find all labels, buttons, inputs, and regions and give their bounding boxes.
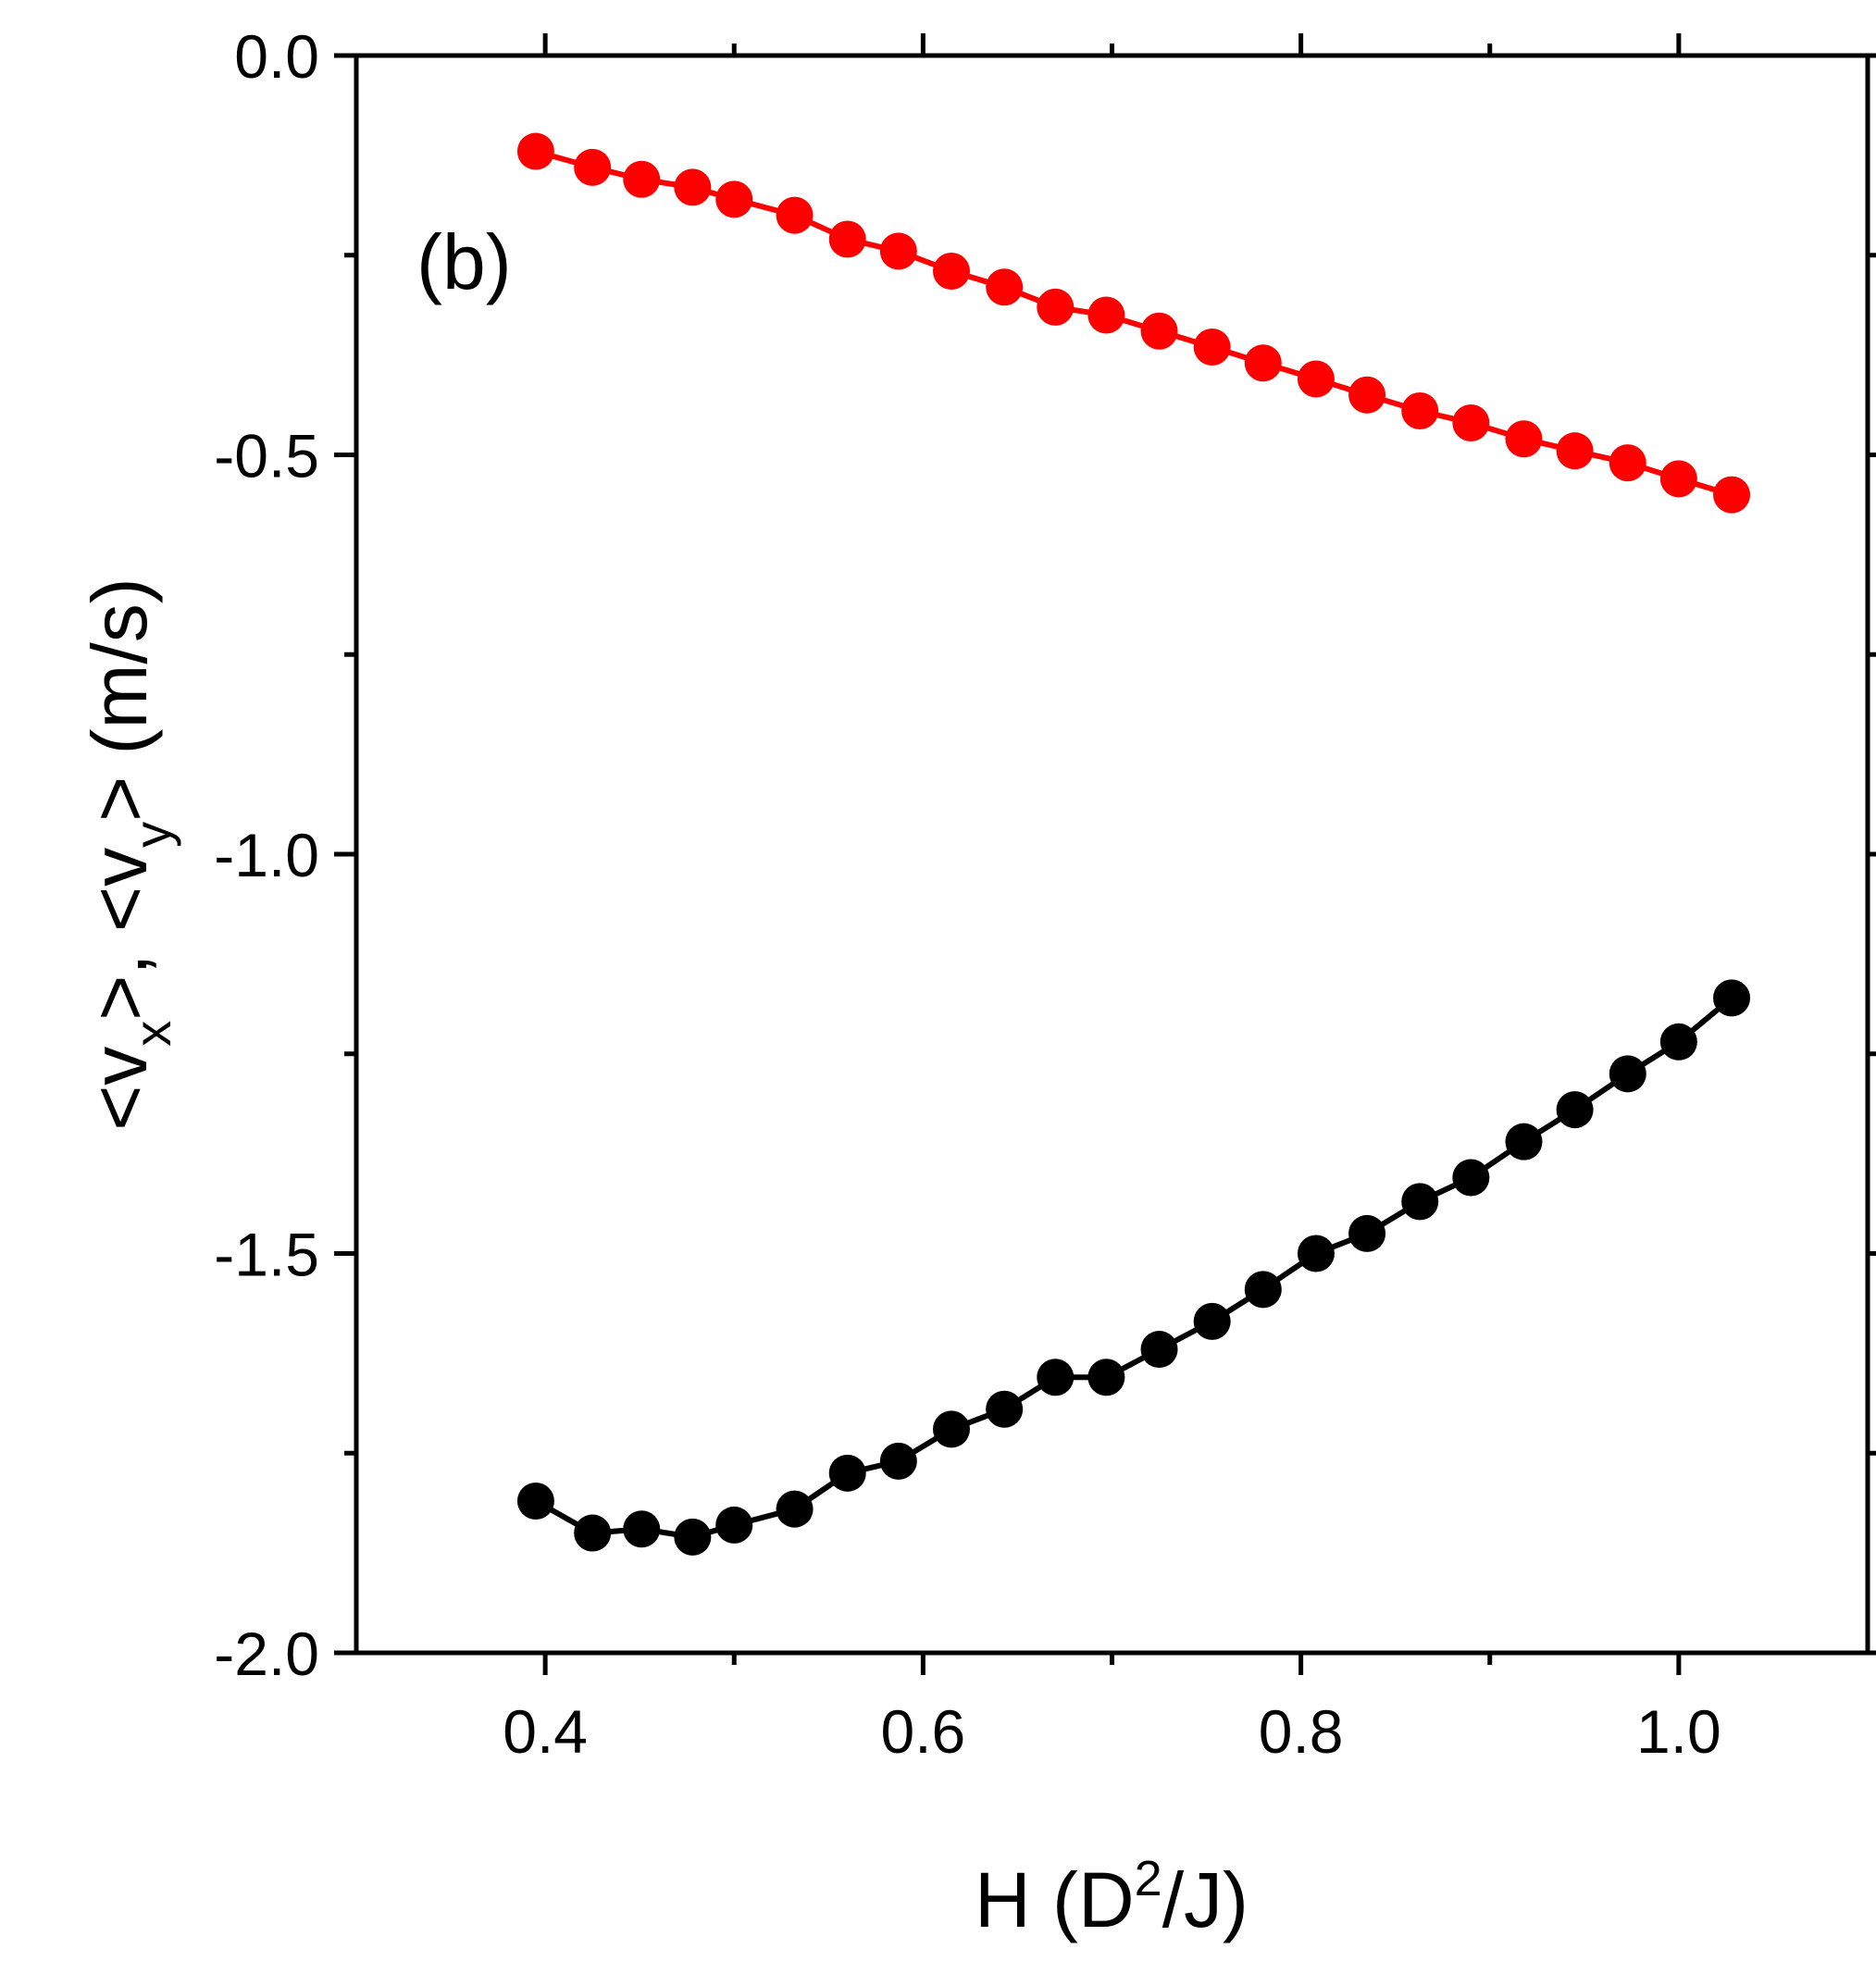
data-point-vx — [516, 1483, 554, 1520]
data-point-vy — [986, 268, 1024, 306]
y-axis-label-sub2: y — [123, 822, 181, 848]
y-tick-label: -1.0 — [214, 821, 319, 889]
data-point-vx — [715, 1506, 753, 1544]
x-tick-label: 0.4 — [503, 1697, 588, 1766]
data-point-vx — [623, 1510, 661, 1548]
data-point-vy — [1659, 460, 1697, 498]
x-axis-label: H (D2/J) — [975, 1851, 1249, 1943]
data-point-vx — [1348, 1214, 1386, 1252]
data-point-vy — [715, 180, 753, 218]
x-tick-label: 1.0 — [1636, 1697, 1721, 1766]
data-point-vy — [1037, 288, 1075, 326]
y-tick-label: -0.5 — [214, 422, 319, 490]
data-point-vx — [1713, 979, 1751, 1017]
data-point-vx — [828, 1454, 866, 1492]
x-axis-label-superscript: 2 — [1135, 1851, 1162, 1906]
data-point-vy — [1452, 403, 1490, 441]
x-tick-label: 0.8 — [1259, 1697, 1344, 1766]
data-point-vy — [516, 132, 554, 170]
data-point-vx — [1452, 1159, 1490, 1197]
data-point-vx — [1659, 1023, 1697, 1061]
data-point-vx — [879, 1442, 917, 1480]
data-point-vy — [1087, 296, 1125, 334]
data-point-vy — [1244, 344, 1282, 382]
y-tick-label: -1.5 — [214, 1221, 319, 1289]
data-point-vy — [879, 232, 917, 270]
data-point-vx — [1037, 1359, 1075, 1396]
data-point-vy — [1193, 328, 1231, 366]
data-point-vx — [1087, 1359, 1125, 1396]
data-point-vy — [1140, 312, 1178, 350]
data-point-vx — [674, 1518, 712, 1556]
y-axis-label-sub1: x — [123, 1021, 181, 1047]
data-point-vy — [1556, 432, 1594, 470]
data-point-vy — [623, 160, 661, 198]
y-axis-label-part2: >, <v — [76, 848, 163, 1021]
x-axis-label-suffix: /J) — [1162, 1856, 1249, 1943]
data-point-vy — [828, 220, 866, 258]
y-tick-label: 0.0 — [234, 22, 319, 91]
data-point-vx — [932, 1410, 970, 1448]
data-point-vx — [1609, 1055, 1646, 1093]
data-point-vx — [1193, 1302, 1231, 1340]
data-point-vx — [1556, 1091, 1594, 1129]
data-point-vx — [574, 1514, 612, 1552]
data-point-vx — [1297, 1235, 1335, 1272]
data-point-vy — [1505, 420, 1543, 458]
data-point-vx — [986, 1390, 1024, 1428]
data-point-vx — [1244, 1271, 1282, 1309]
panel-label: (b) — [416, 218, 512, 305]
data-point-vy — [1609, 444, 1646, 482]
data-point-vy — [674, 168, 712, 206]
x-axis-label-prefix: H (D — [975, 1856, 1135, 1943]
data-point-vy — [1401, 392, 1439, 430]
plot-frame — [354, 53, 1870, 1656]
data-point-vx — [1401, 1183, 1439, 1221]
series-vy — [516, 132, 1751, 514]
data-point-vx — [1505, 1123, 1543, 1160]
y-axis-label: <vx>, <vy> (m/s) — [76, 577, 181, 1131]
data-point-vy — [1713, 476, 1751, 514]
data-point-vx — [1140, 1331, 1178, 1369]
y-axis-label-part3: > (m/s) — [76, 577, 163, 822]
tick-label-layer: 0.4 0.6 0.8 1.0 0.0 -0.5 -1.0 -1.5 -2.0 — [214, 22, 1721, 1766]
data-point-vy — [1297, 360, 1335, 398]
data-point-vx — [776, 1490, 814, 1528]
data-point-vy — [574, 148, 612, 186]
series-layer — [516, 132, 1751, 1556]
y-axis-label-part1: <v — [76, 1047, 163, 1131]
data-point-vy — [1348, 376, 1386, 414]
data-point-vy — [932, 253, 970, 291]
data-point-vy — [776, 196, 814, 234]
series-vx — [516, 979, 1751, 1556]
y-tick-label: -2.0 — [214, 1620, 319, 1688]
tick-layer — [334, 33, 1876, 1675]
x-tick-label: 0.6 — [881, 1697, 966, 1766]
